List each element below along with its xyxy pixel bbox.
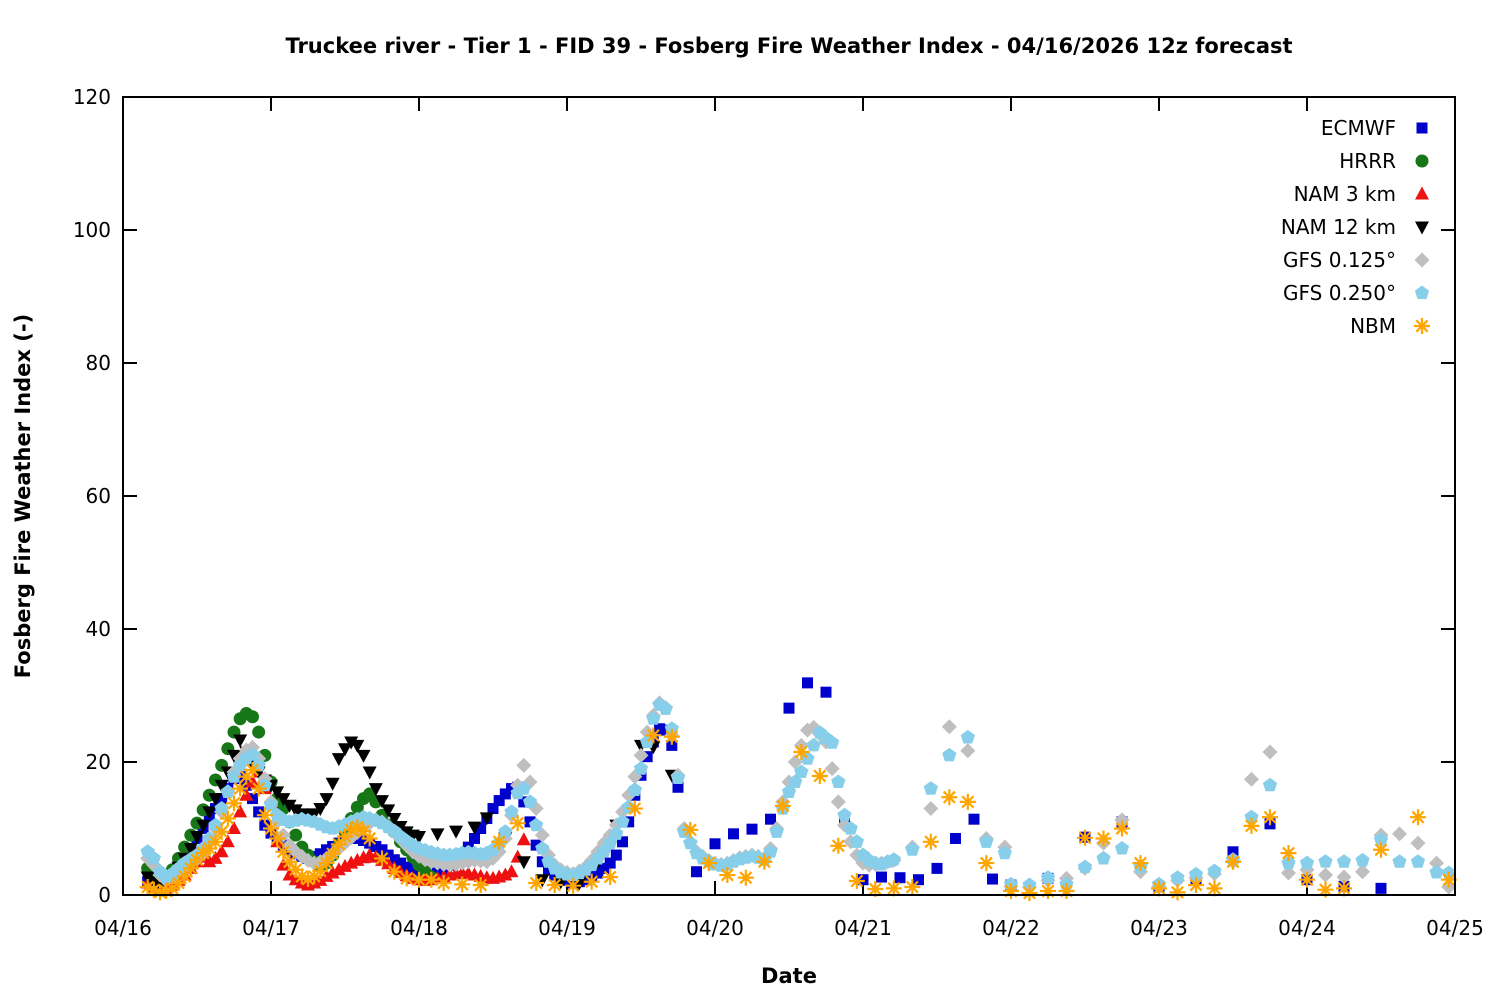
x-tick-label: 04/20 xyxy=(686,916,744,940)
legend-label: NBM xyxy=(1350,314,1396,338)
legend-label: NAM 12 km xyxy=(1281,215,1396,239)
axis-ticks: 0 20 40 60 80 100 120 04/16 04/17 04/18 04/19 04/20… xyxy=(73,85,1484,940)
x-tick-label: 04/16 xyxy=(94,916,152,940)
y-tick-label: 120 xyxy=(73,85,111,109)
legend: ECMWF HRRR NAM 3 km NAM 12 km GFS 0.125° GFS … xyxy=(1281,116,1430,338)
y-tick-label: 60 xyxy=(86,484,111,508)
legend-entry-hrrr: HRRR xyxy=(1339,149,1429,173)
series-gfs-0-250- xyxy=(140,697,1456,892)
legend-entry-ecmwf: ECMWF xyxy=(1321,116,1428,140)
legend-marker-asterisk-icon xyxy=(1414,318,1430,334)
y-tick-label: 80 xyxy=(86,351,111,375)
y-tick-label: 40 xyxy=(86,617,111,641)
x-tick-label: 04/23 xyxy=(1130,916,1188,940)
series-nbm xyxy=(139,727,1457,902)
legend-marker-circle-icon xyxy=(1415,154,1429,168)
legend-label: GFS 0.250° xyxy=(1283,281,1396,305)
chart-title: Truckee river - Tier 1 - FID 39 - Fosber… xyxy=(285,34,1292,58)
legend-label: ECMWF xyxy=(1321,116,1396,140)
legend-marker-pentagon-icon xyxy=(1414,285,1430,300)
y-tick-label: 20 xyxy=(86,750,111,774)
x-tick-label: 04/21 xyxy=(834,916,892,940)
y-tick-label: 0 xyxy=(98,883,111,907)
legend-marker-square-icon xyxy=(1416,122,1428,134)
y-axis-title: Fosberg Fire Weather Index (-) xyxy=(11,314,35,678)
legend-label: HRRR xyxy=(1339,149,1396,173)
y-tick-label: 100 xyxy=(73,218,111,242)
legend-entry-nam-3-km: NAM 3 km xyxy=(1294,182,1429,206)
plot-area: 0 20 40 60 80 100 120 04/16 04/17 04/18 04/19 04/20… xyxy=(73,85,1484,940)
legend-entry-gfs-0-250-: GFS 0.250° xyxy=(1283,281,1430,305)
legend-label: NAM 3 km xyxy=(1294,182,1396,206)
x-tick-label: 04/18 xyxy=(390,916,448,940)
legend-entry-gfs-0-125-: GFS 0.125° xyxy=(1283,248,1430,272)
plot-border xyxy=(122,96,1456,896)
x-tick-label: 04/22 xyxy=(982,916,1040,940)
legend-marker-triangle-down-icon xyxy=(1415,221,1429,235)
x-tick-label: 04/24 xyxy=(1278,916,1336,940)
legend-marker-triangle-up-icon xyxy=(1415,186,1429,200)
legend-marker-diamond-icon xyxy=(1414,252,1430,268)
x-tick-label: 04/25 xyxy=(1426,916,1484,940)
x-axis-title: Date xyxy=(761,964,817,988)
x-tick-label: 04/19 xyxy=(538,916,596,940)
legend-entry-nbm: NBM xyxy=(1350,314,1430,338)
legend-entry-nam-12-km: NAM 12 km xyxy=(1281,215,1429,239)
legend-label: GFS 0.125° xyxy=(1283,248,1396,272)
x-tick-label: 04/17 xyxy=(242,916,300,940)
